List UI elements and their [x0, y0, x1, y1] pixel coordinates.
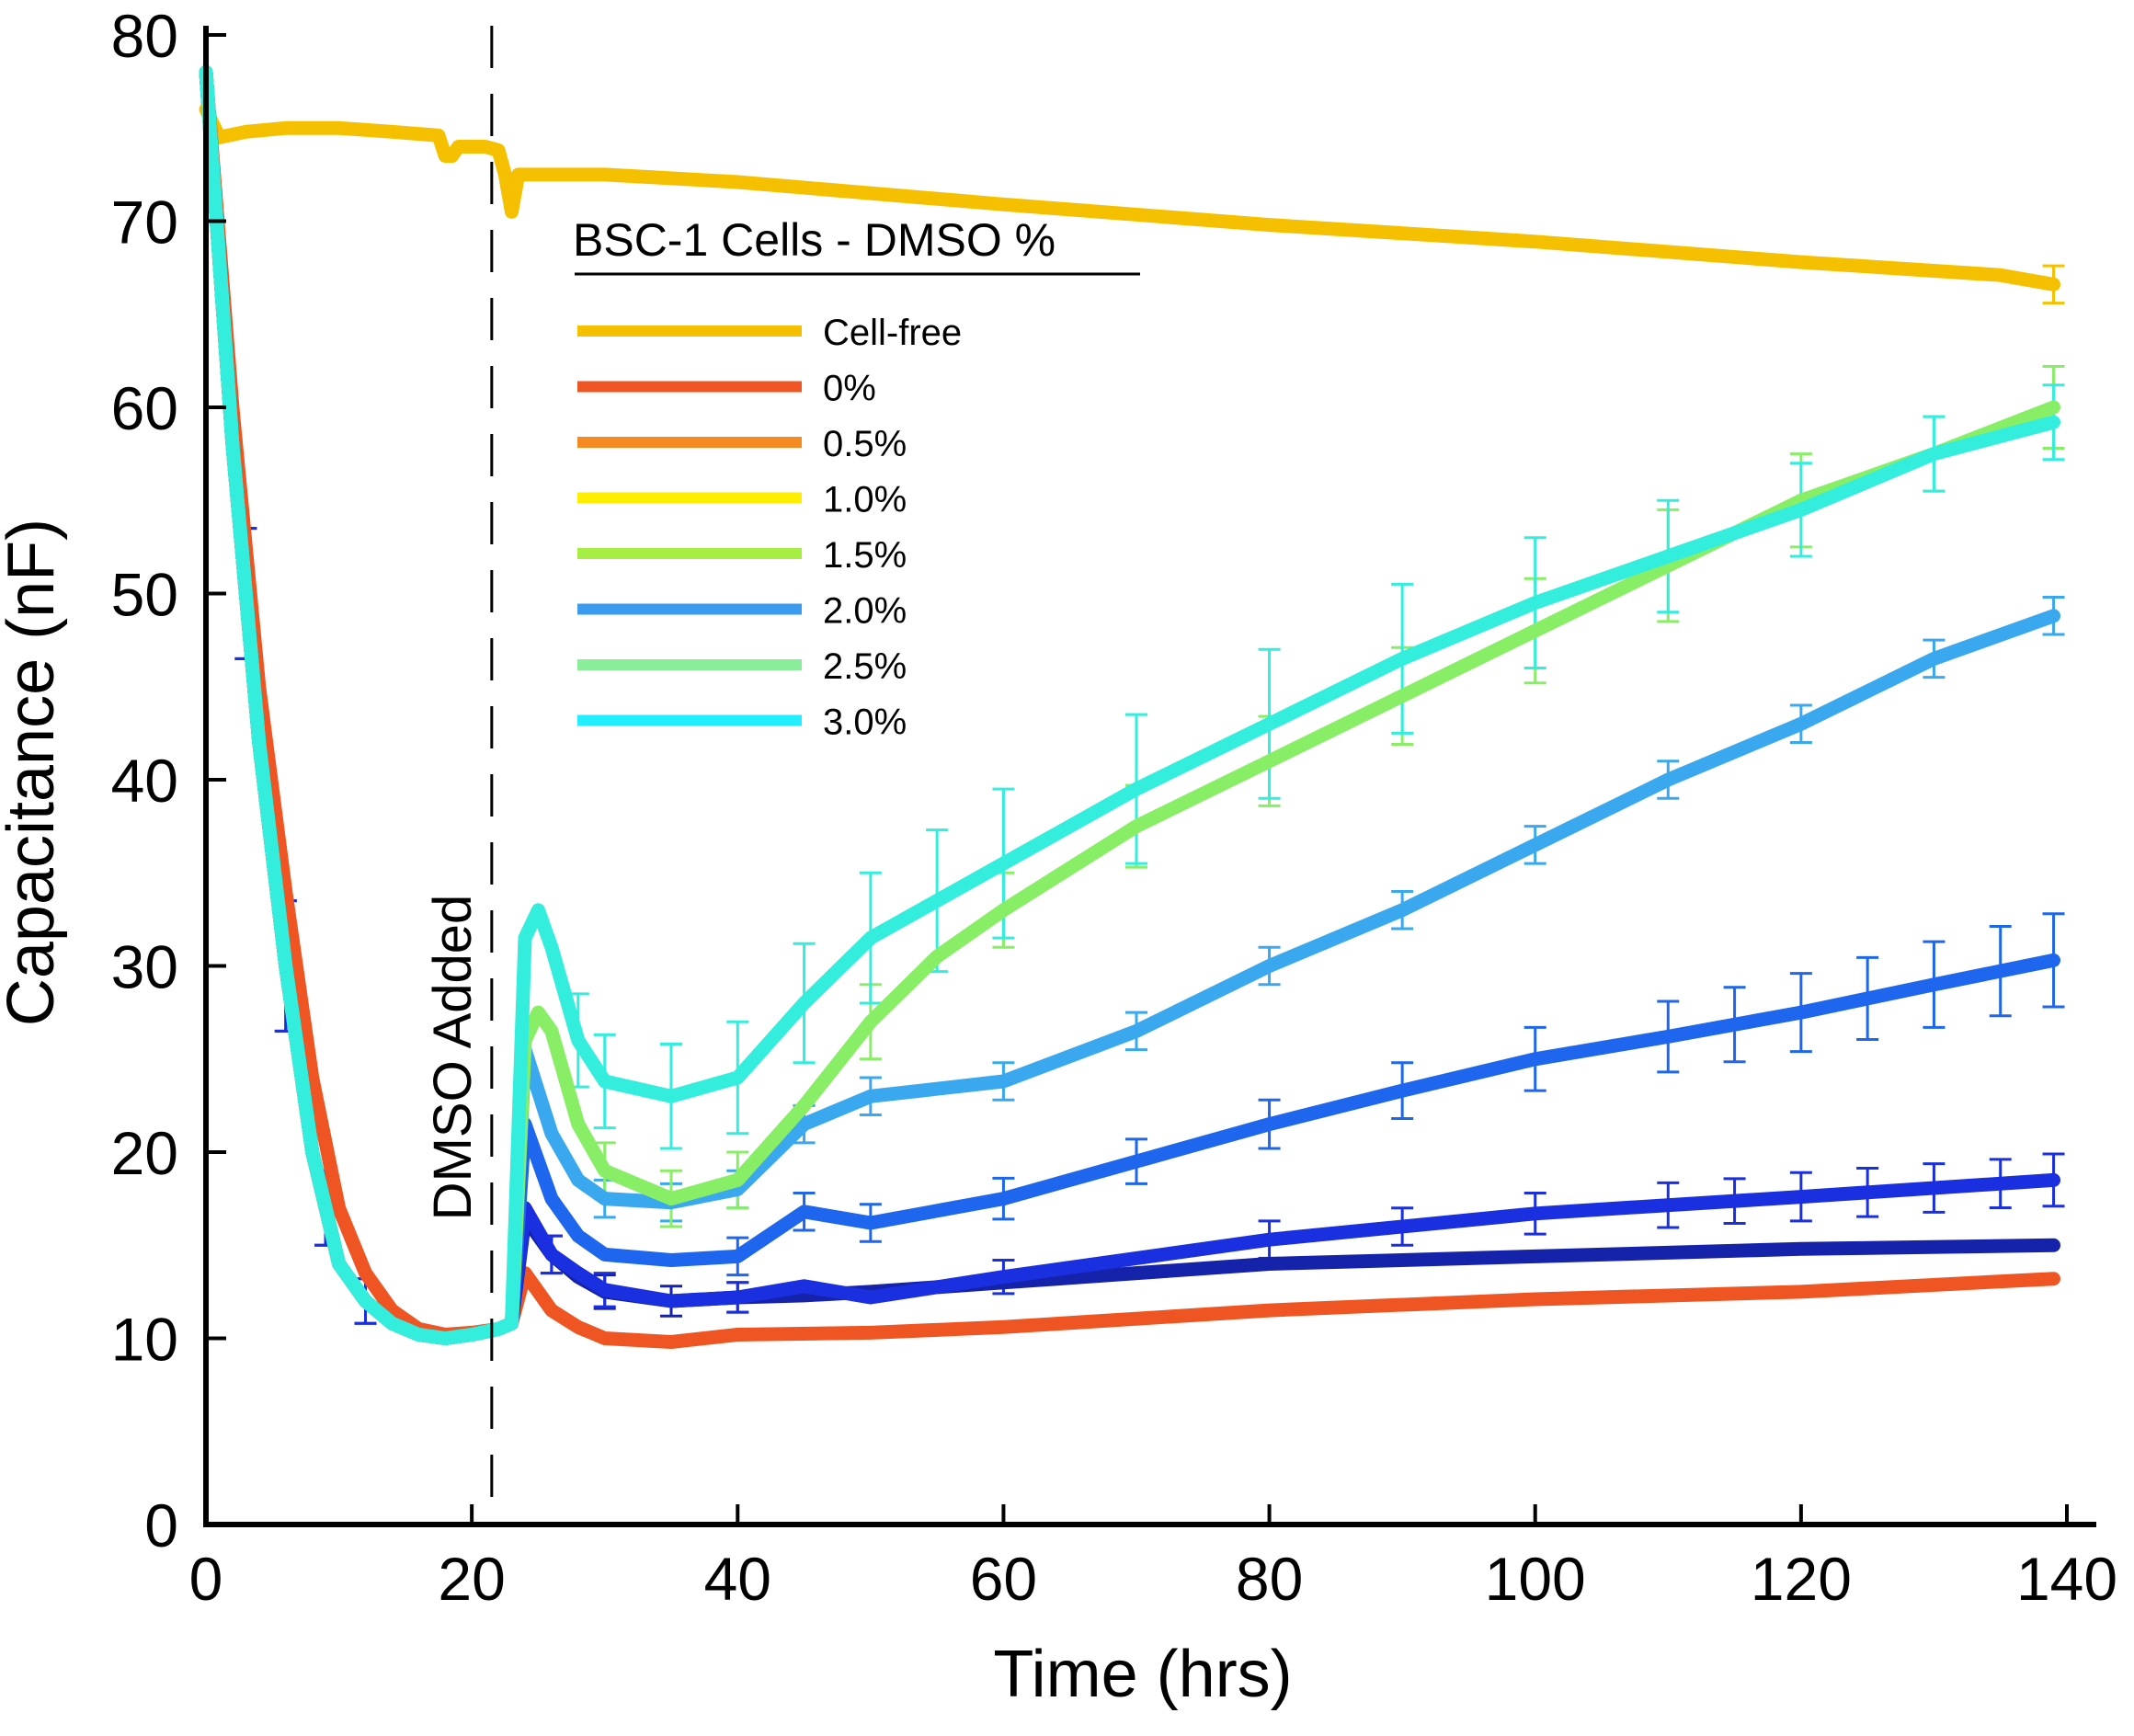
legend-title: BSC-1 Cells - DMSO %: [573, 214, 1056, 266]
dmso-added-label: DMSO Added: [423, 895, 483, 1221]
series-line-3-0-: [199, 65, 2060, 1345]
y-tick-label: 80: [111, 2, 178, 70]
y-tick-label: 20: [111, 1119, 178, 1187]
x-tick-label: 20: [438, 1545, 505, 1613]
x-tick-label: 0: [189, 1545, 223, 1613]
legend-label: 1.5%: [823, 535, 907, 576]
series-line-cell-free: [199, 102, 2060, 291]
x-tick-label: 140: [2016, 1545, 2117, 1613]
x-tick-label: 120: [1751, 1545, 1852, 1613]
x-axis-label: Time (hrs): [993, 1638, 1292, 1711]
y-ticks: 0 10 20 30 40 50 60 70 80: [111, 2, 226, 1559]
legend-label: 0%: [823, 369, 876, 409]
x-ticks: 0 20 40 60 80 100 120 140: [189, 1504, 2117, 1613]
y-tick-label: 70: [111, 188, 178, 257]
legend-label: 0.5%: [823, 424, 907, 464]
y-tick-label: 0: [144, 1491, 178, 1559]
legend-label: 2.5%: [823, 646, 907, 687]
y-tick-label: 10: [111, 1306, 178, 1374]
x-tick-label: 100: [1485, 1545, 1586, 1613]
legend-label: 3.0%: [823, 702, 907, 743]
x-tick-label: 80: [1236, 1545, 1303, 1613]
x-tick-label: 60: [970, 1545, 1037, 1613]
y-axis-label: Capacitance (nF): [0, 519, 68, 1026]
legend: BSC-1 Cells - DMSO % Cell-free 0% 0.5% 1.0%…: [573, 214, 1140, 743]
y-tick-label: 30: [111, 933, 178, 1001]
y-tick-label: 40: [111, 747, 178, 815]
legend-label: 2.0%: [823, 591, 907, 632]
legend-label: Cell-free: [823, 313, 962, 353]
axes: [203, 26, 2096, 1527]
y-tick-label: 60: [111, 374, 178, 442]
y-tick-label: 50: [111, 561, 178, 629]
legend-label: 1.0%: [823, 480, 907, 520]
series-group: [199, 65, 2060, 1349]
x-tick-label: 40: [704, 1545, 771, 1613]
